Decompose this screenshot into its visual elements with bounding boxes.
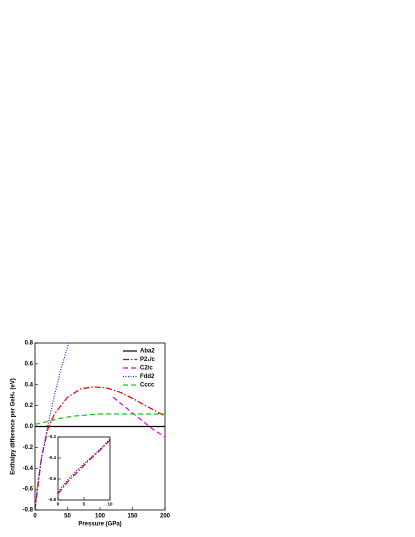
legend-label: Fdd2 (140, 374, 155, 380)
legend-label: C2/c (140, 366, 153, 372)
y-tick-label: 0.8 (25, 341, 34, 347)
x-tick-label: 200 (160, 514, 171, 520)
legend-label: P2₁/c (140, 357, 155, 363)
y-tick-label: 0.6 (25, 361, 34, 367)
legend-label: Aba2 (140, 349, 155, 355)
legend-label: Cccc (140, 383, 155, 389)
y-tick-label: 0.4 (25, 382, 34, 388)
plot-area (57, 436, 111, 501)
y-tick-label: -0.8 (48, 497, 56, 502)
x-tick-label: 50 (64, 514, 71, 520)
series-line (58, 438, 110, 492)
y-tick-label: -0.6 (23, 487, 34, 493)
y-tick-label: -0.4 (23, 466, 34, 472)
y-tick-label: -0.6 (48, 476, 56, 481)
x-tick-label: 10 (107, 502, 113, 507)
y-tick-label: -0.2 (48, 434, 56, 439)
y-tick-label: -0.8 (23, 508, 34, 514)
series-line (35, 386, 165, 510)
y-tick-label: 0.0 (25, 424, 34, 430)
x-tick-label: 150 (127, 514, 138, 520)
series-line (58, 439, 110, 495)
x-tick-label: 0 (33, 514, 37, 520)
y-tick-label: 0.2 (25, 403, 34, 409)
x-tick-label: 0 (57, 502, 60, 507)
y-tick-label: -0.4 (48, 455, 56, 460)
series-line (112, 396, 165, 438)
x-tick-label: 100 (95, 514, 106, 520)
y-axis-label: Enthalpy difference per GeH₄ (eV) (11, 378, 17, 475)
x-axis-label: Pressure (GPa) (78, 522, 121, 528)
x-tick-label: 5 (83, 502, 86, 507)
y-tick-label: -0.2 (23, 445, 34, 451)
series-line (35, 343, 70, 510)
